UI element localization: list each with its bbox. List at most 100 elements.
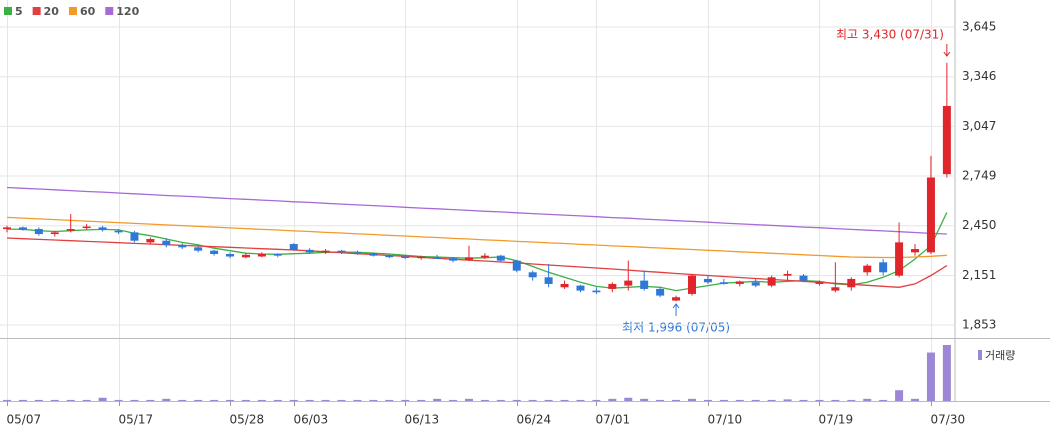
candle-body (18, 227, 27, 230)
volume-bar (847, 399, 856, 401)
volume-bar (560, 399, 569, 401)
candle-body (815, 282, 824, 284)
min-annotation: 최저 1,996 (07/05) (622, 321, 730, 335)
legend-swatch (32, 7, 41, 15)
candle-body (178, 244, 187, 248)
volume-bar (3, 399, 11, 401)
volume-bar (66, 399, 75, 401)
candle-body (289, 244, 298, 250)
volume-bar (687, 398, 696, 401)
candle-body (751, 282, 760, 286)
volume-bar (831, 399, 840, 401)
candle-body (194, 247, 203, 251)
x-tick-label: 06/03 (294, 413, 329, 427)
x-tick-label: 05/28 (230, 413, 265, 427)
candle-body (767, 277, 776, 286)
volume-bar (114, 399, 123, 401)
candle-body (241, 254, 250, 258)
candle-body (353, 252, 362, 254)
legend-label: 5 (15, 5, 23, 18)
candle-body (847, 278, 856, 288)
volume-bar (130, 399, 139, 401)
max-arrow (943, 44, 951, 57)
volume-bar (162, 398, 171, 401)
volume-bar (576, 399, 585, 401)
volume-bar (178, 399, 187, 401)
candle-body (464, 257, 473, 260)
volume-bar (98, 397, 107, 401)
volume-bar (751, 399, 760, 401)
volume-bar (926, 352, 935, 401)
volume-bar (480, 399, 489, 401)
x-tick-label: 06/13 (405, 413, 440, 427)
x-tick-label: 07/30 (931, 413, 966, 427)
legend-swatch (105, 7, 114, 15)
candle-body (942, 105, 951, 175)
volume-bar (608, 398, 617, 401)
candle-body (560, 283, 569, 288)
volume-bar (433, 398, 442, 401)
candle-body (146, 239, 155, 243)
candle-body (608, 283, 617, 289)
legend-swatch (4, 7, 12, 15)
candle-body (66, 229, 75, 231)
y-tick-label: 2,450 (962, 218, 996, 232)
volume-bar (496, 399, 505, 401)
candle-body (210, 250, 219, 255)
volume-bar (337, 399, 346, 401)
volume-legend-swatch (978, 350, 982, 360)
candle-body (162, 240, 171, 245)
x-tick-label: 06/24 (517, 413, 552, 427)
y-tick-label: 1,853 (962, 318, 996, 332)
volume-bar (767, 399, 776, 401)
candle-body (401, 256, 410, 258)
candle-body (257, 254, 266, 257)
candle-body (417, 256, 426, 259)
candle-body (496, 255, 505, 261)
ma-line (6, 212, 948, 292)
volume-legend-label: 거래량 (985, 349, 1015, 362)
volume-bar (942, 345, 951, 401)
ma-line (6, 186, 947, 235)
candle-body (703, 278, 712, 283)
candle-body (895, 242, 904, 276)
candle-body (672, 297, 681, 301)
candle-body (687, 275, 696, 294)
volume-bar (911, 398, 920, 401)
volume-bar (449, 399, 458, 401)
candle-body (926, 177, 935, 253)
volume-bar (241, 399, 250, 401)
y-tick-label: 3,346 (962, 69, 996, 83)
y-tick-label: 2,151 (962, 268, 996, 282)
y-tick-label: 3,047 (962, 119, 996, 133)
legend-label: 60 (80, 5, 96, 18)
volume-bar (321, 399, 330, 401)
candle-body (656, 288, 665, 296)
candle-body (305, 249, 314, 253)
volume-bar (863, 398, 872, 401)
candle-body (640, 280, 649, 289)
volume-bar (592, 399, 601, 401)
candle-body (879, 262, 888, 273)
candle-body (226, 254, 235, 257)
candle-body (512, 260, 521, 271)
volume-bar (672, 399, 681, 401)
volume-bar (464, 398, 473, 401)
ma-line (6, 216, 947, 259)
volume-bar (18, 399, 27, 401)
min-arrow (672, 303, 680, 316)
volume-bar (385, 399, 394, 401)
candle-body (98, 227, 107, 230)
candle-body (385, 255, 394, 258)
candle-body (592, 290, 601, 293)
volume-bar (544, 399, 553, 401)
candle-body (50, 232, 59, 235)
volume-bar (194, 399, 203, 401)
volume-bar (624, 397, 633, 401)
volume-bar (353, 399, 362, 401)
x-tick-label: 07/19 (819, 413, 854, 427)
volume-bar (815, 399, 824, 401)
x-tick-label: 07/01 (596, 413, 631, 427)
volume-bar (879, 399, 888, 401)
